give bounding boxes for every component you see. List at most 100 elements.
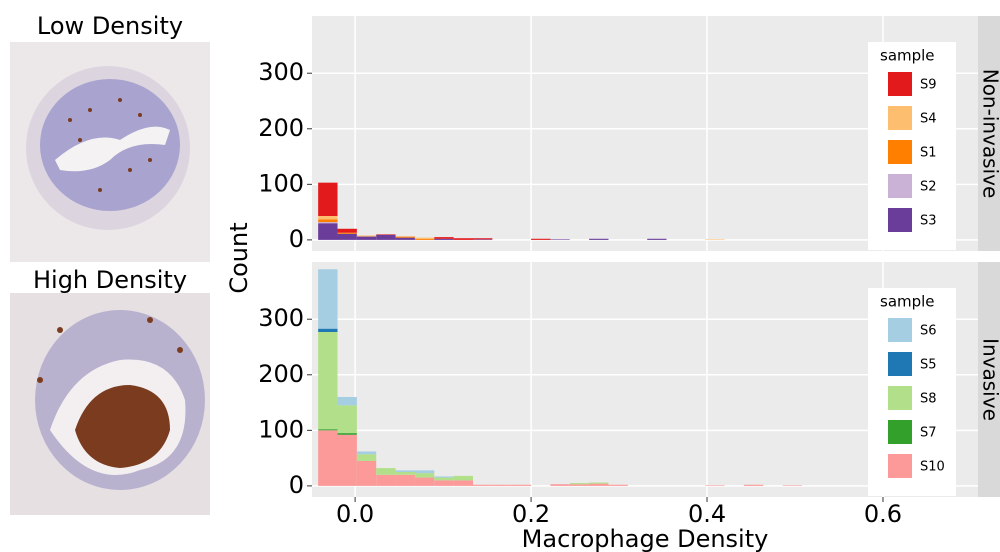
histogram-bar [414,470,435,474]
histogram-bar [453,238,474,240]
x-axis-label: Macrophage Density [522,525,769,552]
legend-label: S3 [920,214,937,229]
legend-key [888,140,912,164]
x-tick-label: 0.2 [512,500,550,528]
histogram-bar [318,332,338,430]
histogram-bar [434,237,454,239]
x-tick-label: 0.0 [336,500,374,528]
histogram-bar [550,239,570,240]
legend-key [888,454,912,478]
histogram-bar [337,433,357,435]
histogram-bar [318,328,338,332]
histogram-bar [376,234,396,240]
legend-key [888,208,912,232]
histogram-bar [511,484,532,486]
histogram-bar [414,237,435,239]
y-tick-label: 200 [258,114,304,142]
histogram-bar [337,397,357,406]
histogram-bar [337,228,357,233]
legend-title: sample [880,293,935,311]
histogram-bar [743,484,764,486]
histogram-bar [705,485,725,486]
histogram-bar [376,468,396,475]
histogram-bar [414,477,435,486]
histogram-bar [395,237,415,240]
histogram-bar [395,236,415,238]
histogram-bar [318,223,338,240]
histogram-bar [318,222,338,224]
histogram-bar [608,484,628,486]
y-tick-label: 300 [258,304,304,332]
legend-key [888,318,912,342]
image-label: High Density [33,266,187,294]
histogram-bar [318,269,338,329]
legend-label: S8 [920,392,937,407]
histogram-bar [453,475,474,481]
legend-label: S6 [920,324,937,339]
legend-key [888,386,912,410]
facet-label: Non-invasive [979,69,1000,199]
histogram-bar [356,236,377,240]
y-tick-label: 300 [258,58,304,86]
histogram-bar [414,473,435,478]
histogram-bar [337,232,357,234]
histogram-bar [356,460,377,486]
y-axis-label: Count [225,222,253,293]
legend-label: S7 [920,426,937,441]
histogram-bar [395,472,415,475]
histogram-bar [473,239,493,240]
histogram-bar [705,239,725,240]
image-label: Low Density [37,12,183,40]
histogram-bar [434,480,454,486]
histogram-bar [395,474,415,486]
histogram-bar [569,484,590,486]
x-tick-label: 0.6 [864,500,902,528]
legend-label: S1 [920,146,937,161]
histogram-bar [589,482,609,484]
histogram-bar [473,484,493,486]
histogram-bar [531,238,551,240]
histogram-bar [550,484,570,486]
facet-label: Invasive [979,338,1000,421]
histology-image [10,42,210,262]
histogram-bar [356,235,377,237]
histogram-bar [414,238,435,240]
legend-key [888,352,912,376]
histogram-bar [337,233,357,240]
histology-image [10,293,210,515]
y-tick-label: 100 [258,169,304,197]
legend-label: S2 [920,180,937,195]
legend-key [888,106,912,130]
panel-background [312,16,978,251]
histogram-bar [318,219,338,223]
histogram-bar [434,477,454,481]
legend-label: S10 [920,460,945,475]
legend-label: S9 [920,78,937,93]
y-tick-label: 0 [289,225,304,253]
histogram-bar [782,485,803,486]
histogram-bar [473,238,493,240]
legend-key [888,420,912,444]
histogram-bar [376,234,396,235]
histogram-bar [569,483,590,485]
y-tick-label: 100 [258,415,304,443]
histogram-bar [434,238,454,240]
histogram-bar [356,451,377,455]
legend-key [888,72,912,96]
histogram-bar [492,484,512,486]
histogram-bar [589,483,609,486]
facet-strip [978,262,1000,497]
legend-key [888,174,912,198]
histogram-bar [647,238,667,240]
x-tick-label: 0.4 [688,500,726,528]
histogram-bar [337,405,357,434]
histogram-bar [453,480,474,486]
histogram-bar [356,454,377,461]
panel-background [312,262,978,497]
legend-label: S5 [920,358,937,373]
histogram-bar [318,430,338,486]
histogram-bar [318,216,338,220]
histogram-bar [318,429,338,431]
y-tick-label: 0 [289,471,304,499]
